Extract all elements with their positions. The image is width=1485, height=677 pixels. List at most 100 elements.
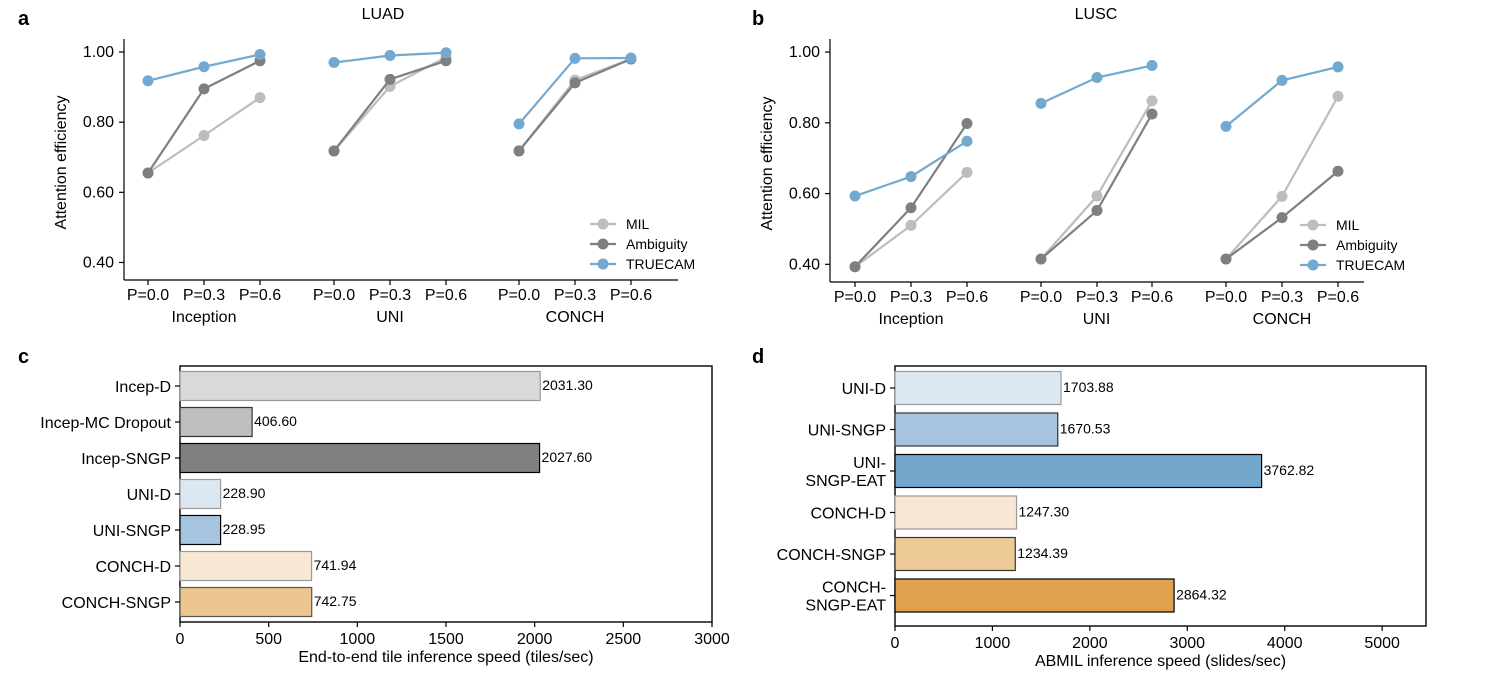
bar-value-label: 2027.60 (542, 449, 593, 465)
data-point-ambiguity (1276, 212, 1288, 224)
panel-label-a: a (18, 8, 30, 30)
x-tick-label: 500 (255, 631, 282, 648)
data-point-mil (1332, 90, 1344, 102)
x-tick-label: P=0.6 (1317, 289, 1359, 306)
series-line-mil (333, 56, 447, 152)
panel-c-bar-chart: 0 500 1000 1500 2000 2500 3000 End-to-end tile … (40, 365, 730, 666)
x-tick-label: P=0.3 (1261, 289, 1303, 306)
x-tick-label: 1000 (340, 631, 376, 648)
bar (179, 370, 541, 402)
category-label: CONCH- (822, 580, 886, 597)
data-point-ambiguity (1220, 253, 1232, 265)
data-point-truecam (254, 48, 266, 60)
x-tick-label: P=0.6 (610, 287, 652, 304)
y-axis-label: Attention efficiency (759, 96, 776, 230)
chart-title: LUSC (1075, 6, 1118, 23)
legend-marker (597, 218, 609, 230)
y-tick-label: 0.60 (83, 184, 114, 201)
data-point-truecam (142, 75, 154, 87)
x-tick-label: P=0.6 (1131, 289, 1173, 306)
legend-label: Ambiguity (626, 236, 687, 252)
bar-value-label: 2864.32 (1176, 587, 1227, 603)
bar-value-label: 1670.53 (1060, 421, 1111, 437)
x-tick-label: P=0.6 (946, 289, 988, 306)
data-point-truecam (569, 52, 581, 64)
x-tick-label: P=0.3 (183, 287, 225, 304)
panel-d-bar-chart: 0 1000 2000 3000 4000 5000 ABMIL inference spe… (777, 365, 1427, 670)
data-point-ambiguity (142, 167, 154, 179)
bar (894, 536, 1016, 572)
data-point-ambiguity (849, 261, 861, 273)
data-point-ambiguity (1035, 253, 1047, 265)
series-mil (849, 90, 1344, 273)
category-label: SNGP-EAT (805, 473, 886, 490)
bar (179, 586, 313, 618)
bar (894, 453, 1263, 489)
bar (894, 578, 1175, 613)
x-tick-label: P=0.3 (890, 289, 932, 306)
data-point-mil (198, 129, 210, 141)
y-tick-label: 0.80 (83, 114, 114, 131)
group-label-uni: UNI (376, 309, 404, 326)
legend-marker (597, 238, 609, 250)
data-point-truecam (625, 52, 637, 64)
category-label: UNI- (853, 455, 886, 472)
bar-value-label: 228.95 (223, 521, 266, 537)
bar (894, 370, 1062, 406)
bar (179, 442, 541, 474)
legend-marker (597, 258, 609, 270)
data-point-ambiguity (961, 118, 973, 130)
data-point-mil (1091, 190, 1103, 202)
bar (179, 478, 222, 510)
category-label: UNI-SNGP (808, 423, 886, 440)
data-point-truecam (1220, 120, 1232, 132)
chart-title: LUAD (362, 6, 405, 23)
bar (179, 406, 253, 438)
series-line-mil (1225, 95, 1339, 260)
x-tick-label: P=0.0 (498, 287, 540, 304)
panel-label-b: b (752, 8, 764, 30)
legend-marker (1307, 259, 1319, 271)
x-tick-label: P=0.6 (239, 287, 281, 304)
series-line-truecam (518, 56, 632, 125)
series-mil (142, 51, 637, 179)
data-point-truecam (961, 135, 973, 147)
y-tick-label: 0.80 (789, 115, 820, 132)
data-point-truecam (328, 57, 340, 69)
y-axis-label: Attention efficiency (53, 95, 70, 229)
legend-marker (1307, 239, 1319, 251)
data-point-mil (905, 219, 917, 231)
category-label: UNI-SNGP (93, 523, 171, 540)
legend-label: Ambiguity (1336, 237, 1397, 253)
bar (894, 495, 1018, 530)
x-tick-label: 1000 (975, 635, 1011, 652)
y-tick-label: 0.40 (83, 254, 114, 271)
y-tick-label: 0.60 (789, 186, 820, 203)
x-tick-label: 1500 (428, 631, 464, 648)
x-tick-label: P=0.3 (369, 287, 411, 304)
group-label-inception: Inception (172, 309, 237, 326)
x-tick-label: P=0.0 (313, 287, 355, 304)
data-point-ambiguity (905, 202, 917, 214)
group-label-conch: CONCH (1253, 311, 1312, 328)
x-tick-label: 3000 (1169, 635, 1205, 652)
x-tick-label: P=0.0 (127, 287, 169, 304)
legend: MIL Ambiguity TRUECAM (590, 216, 695, 272)
bar-value-label: 1247.30 (1019, 504, 1070, 520)
panel-label-c: c (18, 346, 29, 368)
bar-value-label: 3762.82 (1264, 462, 1315, 478)
x-axis-label: End-to-end tile inference speed (tiles/s… (298, 649, 593, 666)
series-ambiguity (849, 108, 1344, 273)
bar-value-label: 742.75 (314, 593, 357, 609)
series-line-ambiguity (1040, 113, 1153, 260)
category-label: CONCH-D (95, 559, 171, 576)
data-point-truecam (1332, 61, 1344, 73)
series-line-mil (1040, 100, 1153, 260)
y-tick-label: 1.00 (789, 44, 820, 61)
panel-b-line-chart: LUSC 0.40 0.60 0.80 1.00 Attention efficiency… (759, 6, 1405, 328)
x-tick-label: P=0.0 (834, 289, 876, 306)
x-tick-label: P=0.3 (1076, 289, 1118, 306)
legend: MIL Ambiguity TRUECAM (1300, 217, 1405, 273)
bar (179, 550, 313, 582)
group-label-conch: CONCH (546, 309, 605, 326)
